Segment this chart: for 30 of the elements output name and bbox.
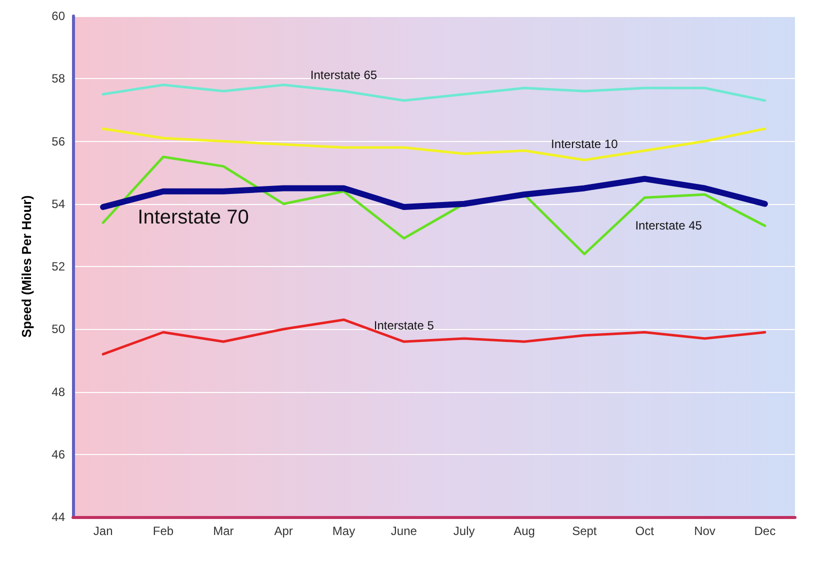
series-label: Interstate 45 bbox=[635, 218, 702, 233]
y-tick-label: 52 bbox=[52, 260, 66, 274]
y-tick-label: 44 bbox=[52, 510, 66, 524]
x-tick-label: Jan bbox=[93, 524, 113, 538]
series-label: Interstate 5 bbox=[374, 318, 434, 333]
line-series bbox=[102, 318, 766, 356]
y-axis-title: Speed (Miles Per Hour) bbox=[19, 195, 34, 338]
y-tick-label: 56 bbox=[52, 134, 66, 148]
y-tick-label: 50 bbox=[52, 322, 66, 336]
x-tick-label: Aug bbox=[514, 524, 535, 538]
line-series bbox=[102, 84, 766, 102]
x-tick-label: Apr bbox=[274, 524, 293, 538]
x-tick-label: Feb bbox=[152, 524, 174, 538]
x-tick-label: June bbox=[390, 524, 418, 538]
x-tick-label: Dec bbox=[754, 524, 776, 538]
series-label: Interstate 70 bbox=[138, 206, 249, 228]
y-tick-label: 46 bbox=[52, 447, 66, 462]
x-tick-label: July bbox=[453, 524, 475, 538]
x-tick-label: Mar bbox=[213, 524, 234, 538]
x-tick-label: Nov bbox=[694, 524, 716, 538]
y-tick-label: 58 bbox=[52, 72, 66, 86]
series-label: Interstate 65 bbox=[310, 68, 378, 82]
x-tick-label: Sept bbox=[572, 524, 598, 538]
y-tick-label: 60 bbox=[52, 9, 66, 23]
x-tick-label: Oct bbox=[635, 524, 655, 538]
y-tick-label: 54 bbox=[52, 196, 66, 211]
line-series bbox=[102, 127, 766, 162]
series-label: Interstate 10 bbox=[551, 137, 618, 152]
y-tick-label: 48 bbox=[52, 384, 66, 399]
x-tick-label: May bbox=[332, 524, 356, 538]
